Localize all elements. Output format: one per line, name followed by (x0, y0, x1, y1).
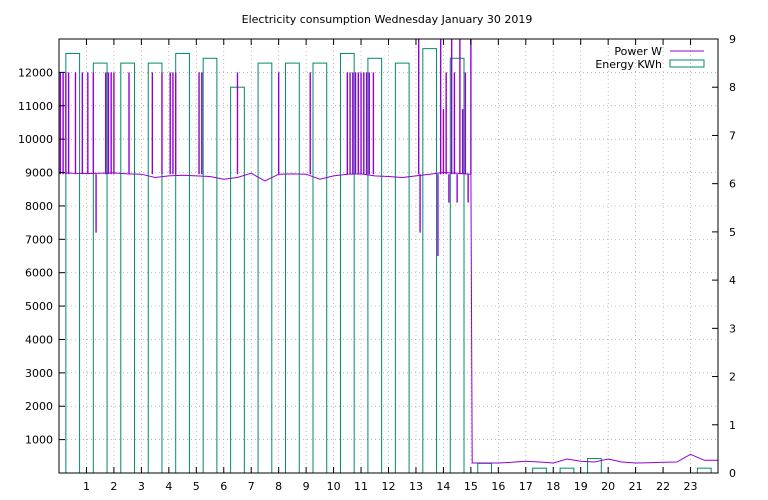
y-left-tick-label: 3000 (25, 367, 53, 380)
x-tick-label: 11 (354, 480, 368, 493)
x-tick-label: 14 (436, 480, 450, 493)
x-tick-label: 16 (491, 480, 505, 493)
y-right-tick-label: 7 (729, 129, 736, 142)
legend-label-energy: Energy KWh (595, 58, 662, 71)
x-tick-label: 20 (601, 480, 615, 493)
y-right-tick-label: 8 (729, 81, 736, 94)
x-tick-label: 3 (138, 480, 145, 493)
energy-bar (257, 62, 273, 474)
x-tick-label: 8 (275, 480, 282, 493)
x-tick-label: 4 (165, 480, 172, 493)
legend-swatch-energy (669, 59, 705, 68)
y-right-tick-label: 5 (729, 226, 736, 239)
y-left-tick-label: 7000 (25, 233, 53, 246)
y-left-tick-label: 9000 (25, 167, 53, 180)
energy-bar (696, 467, 712, 474)
energy-bar (422, 48, 438, 474)
y-right-tick-label: 3 (729, 322, 736, 335)
x-tick-label: 21 (629, 480, 643, 493)
grid (59, 39, 718, 473)
x-tick-label: 12 (382, 480, 396, 493)
legend-label-power: Power W (614, 45, 662, 58)
x-tick-label: 13 (409, 480, 423, 493)
y-left-tick-label: 1000 (25, 434, 53, 447)
x-tick-label: 6 (220, 480, 227, 493)
energy-bar (202, 57, 218, 474)
energy-bar (147, 62, 163, 474)
x-tick-label: 1 (83, 480, 90, 493)
x-tick-label: 7 (248, 480, 255, 493)
y-left-tick-label: 2000 (25, 400, 53, 413)
y-left-tick-label: 4000 (25, 333, 53, 346)
x-tick-label: 17 (519, 480, 533, 493)
energy-bar (532, 467, 547, 474)
y-right-tick-label: 4 (729, 274, 736, 287)
energy-bar (120, 62, 136, 474)
energy-bar (559, 467, 575, 474)
y-right-tick-label: 0 (729, 467, 736, 480)
y-right-tick-label: 2 (729, 371, 736, 384)
ticks: 1 2 3 4 5 6 7 8 9 10 11 12 13 14 15 16 17 18 19 20 21 22 23100… (18, 33, 736, 493)
legend: Power W Energy KWh (595, 45, 705, 71)
energy-bar (394, 62, 410, 474)
energy-bar (477, 462, 492, 474)
y-left-tick-label: 11000 (18, 100, 53, 113)
x-tick-label: 2 (110, 480, 117, 493)
y-left-tick-label: 6000 (25, 267, 53, 280)
y-left-tick-label: 8000 (25, 200, 53, 213)
energy-bar (312, 62, 328, 474)
x-tick-label: 23 (684, 480, 698, 493)
x-tick-label: 15 (464, 480, 478, 493)
y-right-tick-label: 6 (729, 178, 736, 191)
y-right-tick-label: 1 (729, 419, 736, 432)
x-tick-label: 19 (574, 480, 588, 493)
x-tick-label: 22 (656, 480, 670, 493)
chart-title: Electricity consumption Wednesday Januar… (242, 13, 533, 26)
energy-bar (175, 52, 190, 474)
y-left-tick-label: 5000 (25, 300, 53, 313)
x-tick-label: 10 (327, 480, 341, 493)
x-tick-label: 5 (193, 480, 200, 493)
x-tick-label: 9 (303, 480, 310, 493)
power-line (58, 39, 718, 464)
y-right-tick-label: 9 (729, 33, 736, 46)
y-left-tick-label: 12000 (18, 66, 53, 79)
power-line-path (58, 171, 718, 464)
x-tick-label: 18 (546, 480, 560, 493)
y-left-tick-label: 10000 (18, 133, 53, 146)
energy-bar (285, 62, 300, 474)
